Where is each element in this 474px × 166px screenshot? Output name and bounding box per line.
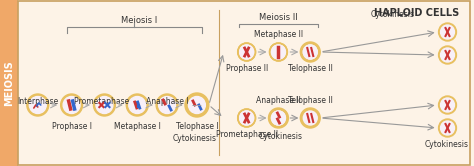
Circle shape: [272, 111, 285, 125]
Circle shape: [237, 109, 255, 127]
Circle shape: [61, 94, 82, 116]
FancyBboxPatch shape: [0, 0, 18, 166]
Text: MEIOSIS: MEIOSIS: [4, 60, 14, 106]
Text: Metaphase I: Metaphase I: [114, 122, 161, 131]
Text: Telophase II: Telophase II: [288, 64, 333, 73]
Circle shape: [27, 94, 49, 116]
Circle shape: [303, 45, 317, 59]
FancyBboxPatch shape: [18, 1, 470, 165]
Text: HAPLOID CELLS: HAPLOID CELLS: [374, 8, 459, 18]
Circle shape: [237, 109, 255, 127]
Circle shape: [440, 98, 455, 112]
Circle shape: [240, 45, 254, 59]
Circle shape: [237, 43, 255, 61]
Circle shape: [303, 111, 317, 125]
Circle shape: [272, 45, 285, 59]
Text: Interphase: Interphase: [17, 97, 58, 106]
Circle shape: [270, 43, 287, 61]
Text: Cytokinesis: Cytokinesis: [425, 140, 468, 149]
Circle shape: [440, 48, 455, 62]
Text: Prometaphase II: Prometaphase II: [216, 130, 278, 139]
Circle shape: [189, 96, 205, 114]
Circle shape: [272, 45, 285, 59]
Text: Cytokinesis: Cytokinesis: [258, 132, 302, 141]
Circle shape: [272, 111, 285, 125]
Circle shape: [29, 96, 46, 114]
Circle shape: [240, 111, 254, 125]
Circle shape: [240, 111, 254, 125]
Circle shape: [129, 96, 146, 114]
Circle shape: [268, 108, 288, 128]
Circle shape: [237, 43, 255, 61]
Circle shape: [301, 42, 320, 62]
Text: Metaphase II: Metaphase II: [254, 30, 303, 39]
Text: Anaphase I: Anaphase I: [146, 97, 188, 106]
Circle shape: [63, 96, 80, 114]
Circle shape: [438, 23, 456, 41]
Text: Prophase II: Prophase II: [226, 64, 268, 73]
Circle shape: [440, 25, 455, 39]
Circle shape: [93, 94, 115, 116]
Circle shape: [303, 45, 317, 59]
Circle shape: [96, 96, 113, 114]
Circle shape: [159, 96, 175, 114]
Text: Meiosis II: Meiosis II: [259, 13, 298, 22]
Circle shape: [240, 45, 254, 59]
Circle shape: [438, 119, 456, 137]
Text: Prometaphase I: Prometaphase I: [74, 97, 134, 106]
Circle shape: [270, 43, 287, 61]
Text: Telophase I: Telophase I: [175, 122, 218, 131]
Circle shape: [126, 94, 148, 116]
Circle shape: [440, 121, 455, 135]
Circle shape: [156, 94, 178, 116]
Circle shape: [438, 46, 456, 64]
Circle shape: [270, 109, 287, 127]
Text: Anaphase II: Anaphase II: [256, 96, 301, 105]
Circle shape: [301, 108, 320, 128]
Text: Telophase II: Telophase II: [288, 96, 333, 105]
Circle shape: [185, 93, 209, 117]
Circle shape: [438, 96, 456, 114]
Text: Meiosis I: Meiosis I: [121, 16, 157, 25]
Circle shape: [301, 43, 319, 61]
Text: Cytokinesis: Cytokinesis: [173, 134, 217, 143]
Text: Prophase I: Prophase I: [52, 122, 91, 131]
Text: Cytokinesis: Cytokinesis: [371, 10, 415, 19]
